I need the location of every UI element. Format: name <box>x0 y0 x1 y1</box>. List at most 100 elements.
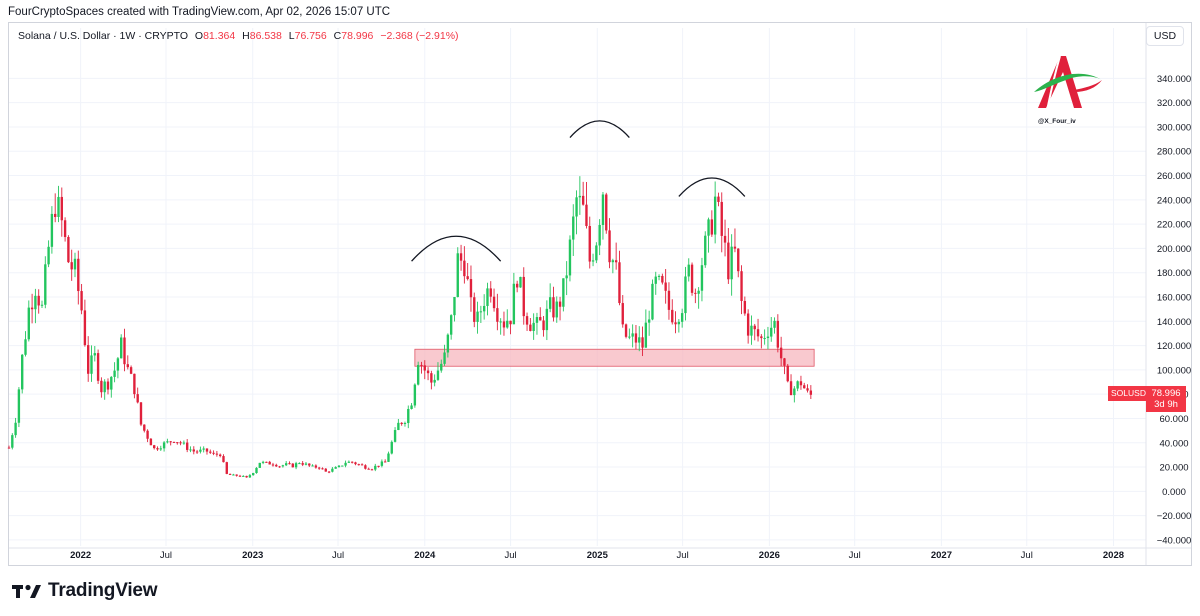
candle-body <box>360 464 364 466</box>
x-tick-label: Jul <box>504 550 516 561</box>
candle-body <box>185 442 189 450</box>
open-label: O <box>194 30 204 42</box>
candle-body <box>367 468 370 470</box>
candle-body <box>641 337 644 348</box>
candle-body <box>529 324 532 331</box>
candle-body <box>539 317 542 321</box>
candle-body <box>479 311 483 313</box>
candle-body <box>77 258 80 292</box>
candle-body <box>532 322 535 331</box>
candle-body <box>469 279 473 298</box>
candle-body <box>357 464 360 466</box>
candle-body <box>647 319 651 323</box>
candle-body <box>123 337 126 365</box>
candle-body <box>374 465 377 470</box>
y-tick-label: 60.000 <box>1159 414 1188 425</box>
candle-body <box>57 196 60 217</box>
candle-body <box>644 322 648 348</box>
y-tick-label: 160.000 <box>1157 293 1191 304</box>
candle-body <box>684 276 687 314</box>
watermark-logo: @X_Four_iv <box>1030 50 1106 128</box>
candle-body <box>737 248 740 272</box>
candle-body <box>466 276 469 280</box>
candle-body <box>24 339 27 355</box>
candle-body <box>255 467 258 474</box>
candle-body <box>720 201 723 236</box>
candle-body <box>779 347 783 359</box>
candle-body <box>496 308 499 322</box>
candle-body <box>766 336 770 339</box>
candle-body <box>258 462 261 468</box>
candle-body <box>565 275 568 279</box>
candle-body <box>143 424 146 431</box>
candle-body <box>321 468 324 470</box>
candle-body <box>27 307 30 340</box>
candle-body <box>803 385 806 389</box>
candle-body <box>651 283 654 320</box>
candle-body <box>598 224 601 246</box>
candle-body <box>423 365 426 371</box>
watermark-handle: @X_Four_iv <box>1038 118 1076 125</box>
candle-body <box>341 465 344 467</box>
candle-body <box>73 258 77 270</box>
y-tick-label: 340.000 <box>1157 74 1191 85</box>
support-zone-rect <box>414 348 815 367</box>
candle-body <box>595 245 598 261</box>
candle-body <box>136 394 139 403</box>
candle-body <box>199 449 202 452</box>
candle-body <box>209 451 212 453</box>
candle-body <box>671 309 674 323</box>
x-tick-label: 2023 <box>242 550 263 561</box>
symbol-name[interactable]: Solana / U.S. Dollar · 1W · CRYPTO <box>18 30 188 42</box>
candle-body <box>694 292 697 294</box>
candle-body <box>545 308 549 331</box>
candle-body <box>364 465 367 469</box>
candle-body <box>548 297 552 309</box>
candle-body <box>525 316 529 325</box>
candle-body <box>153 445 156 449</box>
tradingview-logo[interactable]: TradingView <box>12 580 158 602</box>
candle-body <box>430 373 433 383</box>
candle-body <box>47 246 50 265</box>
candle-body <box>7 447 11 449</box>
candle-body <box>410 405 413 409</box>
currency-button[interactable]: USD <box>1146 26 1184 46</box>
x-tick-label: Jul <box>849 550 861 561</box>
pattern-arc <box>411 235 502 262</box>
candle-body <box>710 219 714 235</box>
candle-body <box>611 260 615 263</box>
y-tick-label: 40.000 <box>1159 438 1188 449</box>
candle-body <box>308 463 311 466</box>
candle-body <box>707 219 710 236</box>
letter-a-logo-icon <box>1034 55 1102 108</box>
candle-body <box>793 388 796 396</box>
y-tick-label: 220.000 <box>1157 220 1191 231</box>
candle-body <box>139 402 143 425</box>
candle-body <box>337 465 341 468</box>
low-label: L <box>288 30 295 42</box>
candle-body <box>218 454 222 457</box>
candle-body <box>179 442 182 444</box>
candle-body <box>509 320 512 325</box>
candle-body <box>21 354 24 390</box>
candle-body <box>232 474 235 476</box>
candle-body <box>776 320 780 348</box>
high-value: 86.538 <box>249 30 282 42</box>
candle-body <box>506 320 509 328</box>
candle-body <box>783 358 786 366</box>
candle-body <box>87 345 90 374</box>
candle-body <box>657 275 661 277</box>
candle-body <box>519 276 522 288</box>
candle-body <box>14 422 17 436</box>
y-tick-label: 140.000 <box>1157 317 1191 328</box>
candle-body <box>746 313 750 336</box>
candle-body <box>407 408 410 423</box>
candle-body <box>624 324 628 337</box>
candle-body <box>30 307 34 310</box>
close-value: 78.996 <box>341 30 374 42</box>
candle-body <box>588 226 591 262</box>
candle-body <box>225 462 228 474</box>
candle-body <box>60 196 63 221</box>
candle-body <box>440 363 443 371</box>
